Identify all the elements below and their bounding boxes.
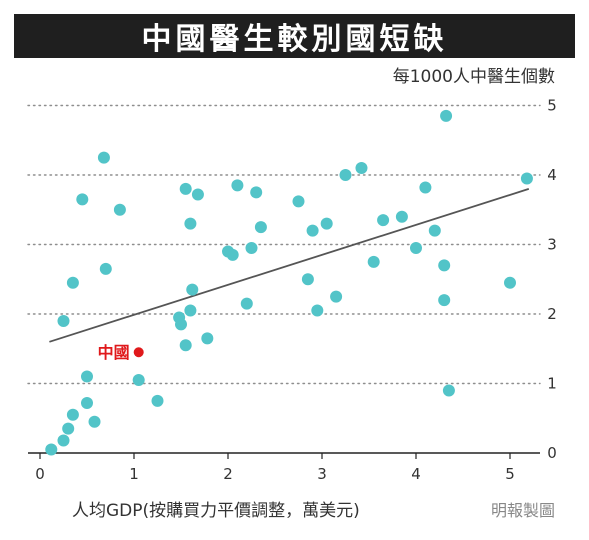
data-point-13: [132, 374, 145, 387]
data-point-18: [184, 304, 197, 317]
data-point-20: [184, 217, 197, 230]
data-point-36: [330, 290, 343, 303]
data-point-2: [62, 422, 75, 435]
highlight-point: [133, 347, 144, 358]
credit-label: 明報製圖: [491, 501, 555, 520]
data-points: [45, 109, 533, 456]
data-point-40: [377, 214, 390, 227]
y-axis-label: 每1000人中醫生個數: [393, 67, 555, 87]
data-point-22: [191, 188, 204, 201]
data-point-49: [504, 276, 516, 289]
highlight-label: 中國: [98, 343, 130, 362]
data-point-3: [66, 408, 79, 421]
data-point-5: [88, 415, 101, 428]
data-point-25: [226, 248, 239, 261]
data-point-31: [292, 195, 305, 208]
x-tick-label-1: 1: [129, 465, 139, 483]
y-tick-label-4: 4: [547, 166, 557, 184]
y-tick-label-2: 2: [547, 305, 557, 323]
x-tick-label-0: 0: [35, 465, 45, 483]
data-point-30: [254, 221, 267, 234]
data-point-28: [245, 241, 258, 254]
data-point-35: [320, 217, 333, 230]
title-bar: 中國醫生較別國短缺: [14, 14, 575, 58]
data-point-47: [440, 109, 453, 122]
data-point-37: [339, 169, 352, 181]
data-point-7: [57, 314, 70, 327]
data-point-26: [231, 179, 244, 192]
data-point-17: [179, 339, 192, 352]
data-point-12: [113, 203, 126, 216]
data-point-43: [419, 181, 432, 194]
data-point-29: [250, 186, 263, 199]
x-axis-label: 人均GDP(按購買力平價調整，萬美元): [72, 501, 360, 521]
trendline-group: [49, 188, 530, 343]
data-point-8: [66, 276, 79, 289]
x-tick-label-2: 2: [223, 465, 233, 483]
data-point-21: [179, 182, 192, 195]
y-tick-label-1: 1: [547, 375, 557, 393]
data-point-32: [301, 273, 314, 286]
y-tick-label-0: 0: [547, 444, 557, 462]
axes: 0 1 2 3 4 5 0 1 2 3 4 5: [28, 97, 557, 483]
data-point-41: [395, 210, 408, 223]
data-point-11: [99, 262, 112, 275]
data-point-27: [240, 297, 253, 310]
x-tick-label-4: 4: [411, 465, 421, 483]
data-point-45: [438, 259, 451, 272]
data-point-23: [201, 332, 214, 345]
y-tick-label-3: 3: [547, 236, 557, 254]
highlight-group: 中國: [98, 343, 144, 362]
data-point-42: [410, 241, 422, 254]
data-point-9: [76, 193, 89, 206]
y-tick-label-5: 5: [547, 97, 557, 115]
x-tick-label-5: 5: [505, 465, 515, 483]
data-point-10: [97, 151, 110, 164]
data-point-16: [175, 318, 187, 331]
data-point-48: [442, 384, 455, 397]
gridlines: [27, 104, 541, 385]
data-point-44: [428, 224, 441, 237]
data-point-14: [151, 394, 164, 407]
trendline: [49, 188, 530, 343]
data-point-33: [306, 224, 319, 237]
data-point-1: [57, 434, 70, 447]
data-point-38: [355, 162, 368, 175]
x-tick-label-3: 3: [317, 465, 327, 483]
data-point-34: [311, 304, 324, 317]
data-point-39: [367, 255, 380, 268]
data-point-46: [438, 294, 451, 307]
data-point-0: [45, 443, 58, 456]
data-point-19: [186, 283, 199, 296]
data-point-6: [81, 370, 93, 383]
data-point-50: [520, 172, 533, 185]
data-point-4: [81, 396, 93, 409]
chart-title: 中國醫生較別國短缺: [141, 22, 448, 57]
